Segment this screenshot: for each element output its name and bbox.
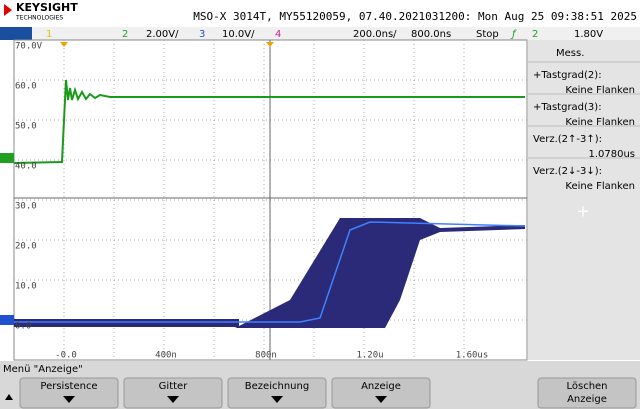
softkey-arrow[interactable]	[167, 396, 179, 403]
ch2-waveform	[13, 79, 525, 164]
y-label: 20.0	[15, 242, 37, 252]
x-label: 1.60us	[456, 351, 489, 361]
softkey-arrow[interactable]	[63, 396, 75, 403]
ch3: 3	[199, 29, 205, 40]
measure-value: Keine Flanken	[565, 85, 635, 96]
ch2-scale: 2.00V/	[146, 29, 179, 40]
menu-title: Menü "Anzeige"	[3, 364, 83, 375]
brand: KEYSIGHT	[16, 1, 78, 14]
measure-value: Keine Flanken	[565, 181, 635, 192]
measure-value: 1.0780us	[588, 149, 635, 160]
softkey[interactable]: Gitter	[123, 377, 223, 409]
ch1: 1	[46, 29, 52, 40]
measure-value: Keine Flanken	[565, 117, 635, 128]
ch3-waveform	[14, 221, 526, 323]
softkey-face[interactable]	[537, 377, 637, 409]
x-label: -0.0	[55, 351, 77, 361]
ch3-scale: 10.0V/	[222, 29, 255, 40]
softkey[interactable]: Persistence	[19, 377, 119, 409]
softkey-face[interactable]	[123, 377, 223, 409]
channel-bar	[0, 27, 640, 40]
softkey-label-line[interactable]: Anzeige	[567, 394, 607, 405]
measure-label: +Tastgrad(3):	[533, 102, 602, 113]
y-label: 0.0	[15, 322, 31, 332]
y-label: 70.0V	[15, 42, 43, 52]
softkey-face[interactable]	[19, 377, 119, 409]
x-label: 1.20u	[356, 351, 383, 361]
brand-sub: TECHNOLOGIES	[15, 15, 63, 22]
logo-tab	[0, 27, 32, 40]
y-label: 60.0	[15, 82, 37, 92]
x-label: 800n	[255, 351, 277, 361]
measure-label: Verz.(2↓-3↓):	[533, 166, 602, 177]
ch3-ground	[0, 315, 14, 325]
persistence-envelope	[235, 218, 525, 328]
trig-source: 2	[532, 29, 538, 40]
ch2-ground	[0, 153, 14, 163]
softkey-label[interactable]: Persistence	[40, 381, 97, 392]
ch4: 4	[275, 29, 281, 40]
trigger-marker	[60, 42, 68, 47]
x-label: 400n	[155, 351, 177, 361]
trig-level: 1.80V	[574, 29, 603, 40]
measure-label: +Tastgrad(2):	[533, 70, 602, 81]
y-label: 40.0	[15, 162, 37, 172]
softkey-face[interactable]	[227, 377, 327, 409]
add-measure[interactable]: +	[576, 202, 589, 221]
y-label: 50.0	[15, 122, 37, 132]
delay: 800.0ns	[411, 29, 451, 40]
softkey-face[interactable]	[331, 377, 431, 409]
baseline-envelope	[14, 319, 239, 327]
softkey[interactable]: Anzeige	[331, 377, 431, 409]
back-arrow[interactable]	[5, 394, 13, 400]
softkey-arrow[interactable]	[271, 396, 283, 403]
y-label: 10.0	[15, 282, 37, 292]
scope-title: MSO-X 3014T, MY55120059, 07.40.202103120…	[193, 10, 637, 23]
softkey-label[interactable]: Anzeige	[361, 381, 401, 392]
softkey-arrow[interactable]	[375, 396, 387, 403]
y-label: 30.0	[15, 202, 37, 212]
ch2: 2	[122, 29, 128, 40]
softkey[interactable]: Löschen Anzeige	[537, 377, 637, 409]
softkey-label[interactable]: Gitter	[159, 381, 189, 392]
panel-header: Mess.	[556, 48, 584, 59]
run-state: Stop	[476, 29, 499, 40]
logo-mark	[4, 4, 12, 16]
softkey[interactable]: Bezeichnung	[227, 377, 327, 409]
delay-marker	[266, 42, 274, 47]
measure-label: Verz.(2↑-3↑):	[533, 134, 602, 145]
softkey-label[interactable]: Bezeichnung	[245, 381, 309, 392]
side-panel	[528, 40, 640, 360]
time-scale: 200.0ns/	[353, 29, 397, 40]
softkey-label[interactable]: Löschen	[566, 381, 607, 392]
trig-icon: ƒ	[510, 29, 517, 40]
